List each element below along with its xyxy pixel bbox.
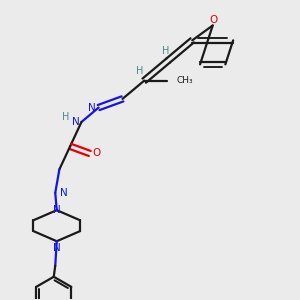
Text: N: N (72, 117, 80, 127)
Text: N: N (88, 103, 96, 112)
Text: CH₃: CH₃ (176, 76, 193, 85)
Text: H: H (162, 46, 169, 56)
Text: O: O (92, 148, 100, 158)
Text: O: O (209, 14, 218, 25)
Text: H: H (136, 66, 143, 76)
Text: N: N (53, 243, 61, 253)
Text: N: N (53, 205, 61, 214)
Text: N: N (60, 188, 68, 198)
Text: H: H (62, 112, 70, 122)
